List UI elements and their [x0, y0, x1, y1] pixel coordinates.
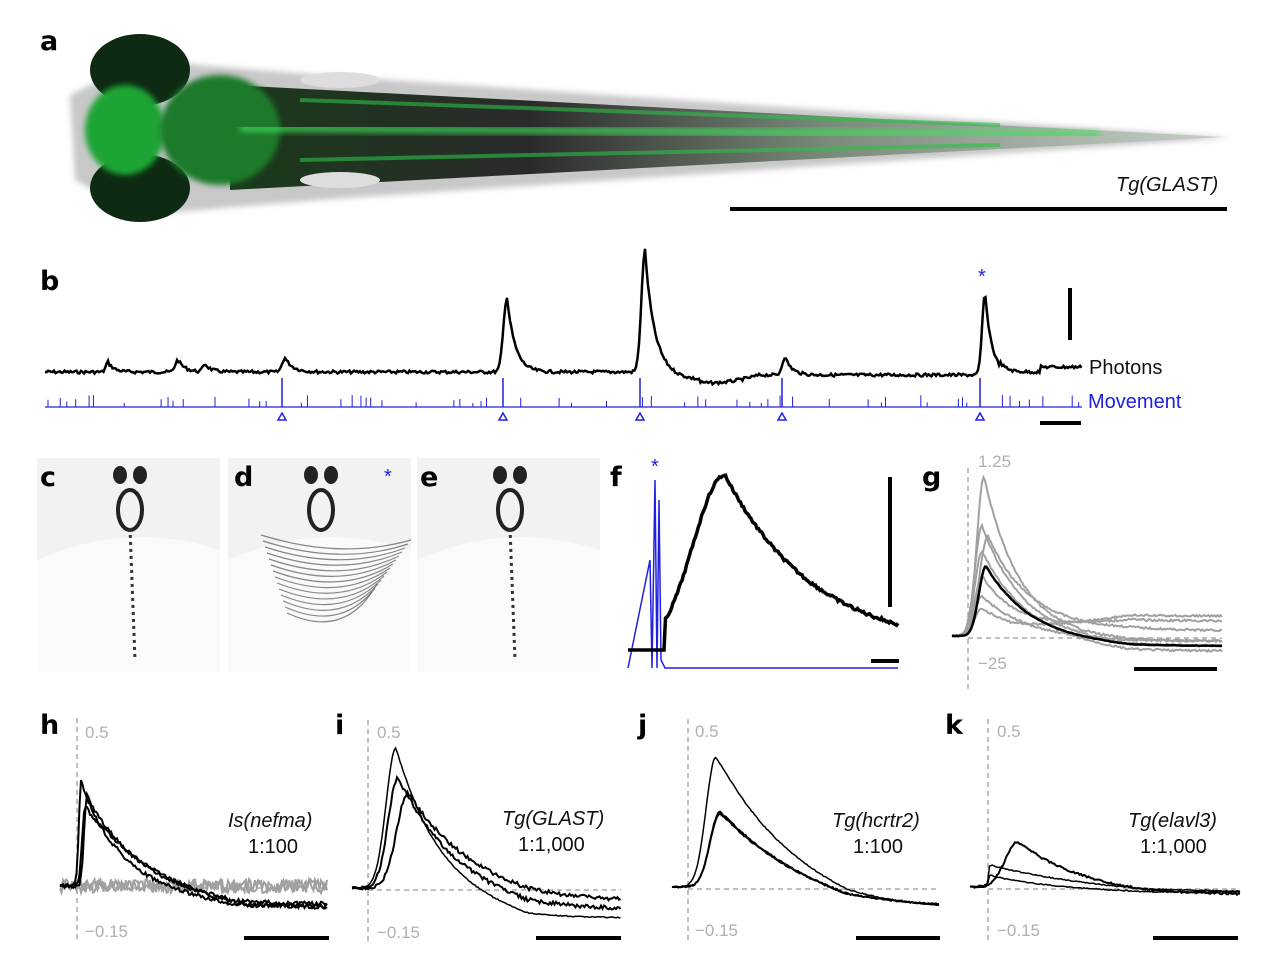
i-ymin: −0.15 [377, 923, 421, 942]
i-dilution: 1:1,000 [518, 834, 585, 856]
tail-motion-arc [284, 587, 376, 617]
star-marker-d: * [384, 466, 392, 488]
panel-label-h: h [40, 710, 60, 741]
larva-image-c [37, 458, 220, 672]
i-genotype: Tg(GLAST) [502, 808, 605, 830]
h-ymax: 0.5 [85, 723, 109, 742]
response-trace [969, 874, 1241, 894]
fish-micrograph [70, 34, 1230, 222]
panel-label-e: e [420, 462, 439, 493]
tail-motion-arc [286, 591, 373, 623]
response-trace [351, 789, 622, 902]
k-ymin: −0.15 [997, 921, 1041, 940]
genotype-label-a: Tg(GLAST) [1116, 174, 1219, 196]
tail-motion-arc [272, 563, 394, 583]
triangle-marker [497, 411, 509, 421]
tail-motion-arc [280, 579, 382, 606]
response-trace [59, 876, 328, 897]
tail-motion-arc [264, 546, 406, 561]
panel-h-plot [59, 718, 329, 943]
g-ymax: 1.25 [978, 452, 1012, 471]
tail-motion-arc [270, 559, 397, 577]
triangle-marker [276, 411, 288, 421]
j-ymax: 0.5 [695, 722, 719, 741]
k-dilution: 1:1,000 [1140, 836, 1207, 858]
panel-label-c: c [40, 462, 57, 493]
k-ymax: 0.5 [997, 722, 1021, 741]
triangle-marker [776, 411, 788, 421]
tail-motion-arc [276, 571, 388, 594]
eye [304, 466, 318, 484]
panel-label-b: b [40, 266, 60, 297]
response-trace [969, 864, 1241, 893]
tail-motion-arc [274, 567, 391, 589]
j-dilution: 1:100 [853, 836, 904, 858]
panel-label-f: f [610, 462, 622, 493]
response-trace [951, 607, 1223, 638]
panel-label-i: i [335, 710, 345, 741]
response-trace [352, 774, 622, 911]
tail [128, 527, 137, 661]
dish-region [37, 537, 220, 672]
panel-f-plot [627, 473, 900, 669]
tail-motion-arc [260, 534, 412, 550]
eye [493, 466, 507, 484]
response-trace [951, 550, 1223, 654]
k-genotype: Tg(elavl3) [1128, 810, 1217, 832]
movement-trace-f [627, 479, 898, 669]
panel-i-plot [351, 720, 622, 945]
eye [324, 466, 338, 484]
dish-region [417, 537, 600, 672]
eye [513, 466, 527, 484]
h-genotype: Is(nefma) [228, 810, 313, 832]
panel-label-g: g [922, 462, 942, 493]
eye [133, 466, 147, 484]
triangle-marker [974, 411, 986, 421]
tail-motion-arc [262, 540, 409, 555]
j-ymin: −0.15 [695, 921, 739, 940]
tail-motion-arc [266, 551, 403, 566]
response-trace [59, 805, 328, 911]
response-trace [951, 594, 1223, 644]
movement-trace [45, 378, 1082, 408]
panel-label-d: d [234, 462, 254, 493]
response-trace [671, 812, 940, 906]
panel-k-plot [969, 719, 1241, 944]
response-trace [952, 565, 1223, 648]
tail [508, 527, 517, 661]
j-genotype: Tg(hcrtr2) [832, 810, 920, 832]
panel-label-a: a [40, 26, 59, 57]
star-marker-f: * [651, 456, 659, 478]
i-ymax: 0.5 [377, 723, 401, 742]
panel-g-plot [951, 468, 1223, 693]
photon-trace-f [628, 473, 900, 652]
panel-j-plot [671, 719, 940, 944]
h-dilution: 1:100 [248, 836, 299, 858]
star-marker-b: * [978, 266, 986, 288]
movement-label: Movement [1088, 391, 1182, 413]
tail-motion-arc [282, 583, 379, 611]
body [307, 488, 335, 532]
movement-event-markers [276, 411, 986, 421]
eye [113, 466, 127, 484]
response-trace [351, 746, 621, 919]
panel-label-k: k [945, 710, 963, 741]
g-ymin: −25 [978, 654, 1007, 673]
larva-image-e [417, 458, 600, 672]
response-trace [951, 474, 1223, 643]
panel-label-j: j [638, 710, 648, 741]
tail-motion-arc [278, 575, 385, 600]
photon-trace [44, 248, 1083, 387]
tail-motion-arc [268, 555, 400, 572]
larva-image-d [228, 458, 412, 672]
photons-label: Photons [1089, 357, 1163, 379]
triangle-marker [634, 411, 646, 421]
h-ymin: −0.15 [85, 922, 129, 941]
